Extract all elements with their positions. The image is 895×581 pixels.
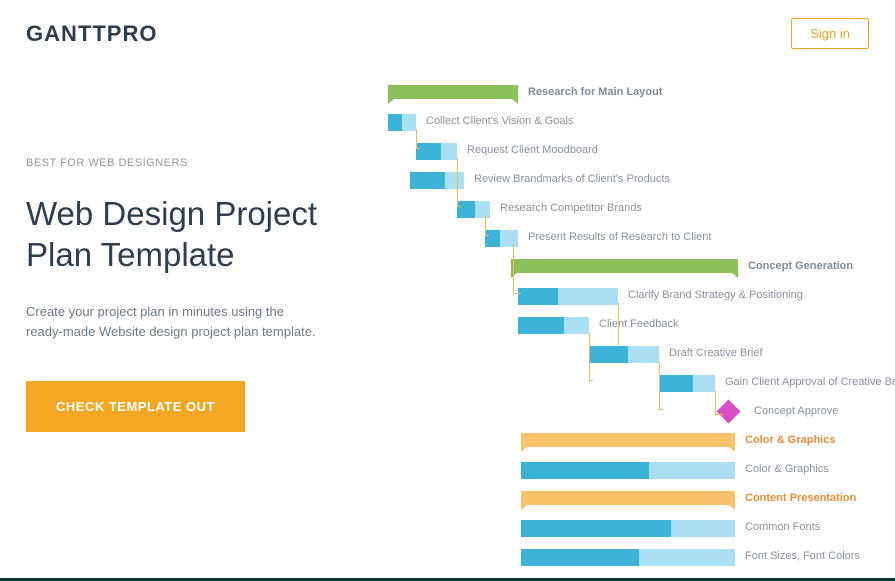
gantt-row-label: Concept Generation bbox=[748, 260, 853, 272]
gantt-progress-fill bbox=[521, 549, 639, 566]
gantt-row: Research for Main Layout bbox=[388, 80, 895, 109]
gantt-task-bar bbox=[660, 375, 715, 392]
gantt-progress-fill bbox=[388, 114, 402, 131]
gantt-connector bbox=[485, 235, 489, 236]
gantt-task-bar bbox=[521, 520, 735, 537]
gantt-task-bar bbox=[518, 317, 589, 334]
gantt-row-label: Clarify Brand Strategy & Positioning bbox=[628, 289, 803, 301]
gantt-group-bar bbox=[521, 433, 735, 447]
gantt-connector bbox=[715, 391, 716, 414]
gantt-row: Collect Client's Vision & Goals bbox=[388, 109, 895, 138]
page-description: Create your project plan in minutes usin… bbox=[26, 302, 316, 344]
check-template-button[interactable]: CHECK TEMPLATE OUT bbox=[26, 381, 245, 432]
gantt-row-label: Present Results of Research to Client bbox=[528, 231, 711, 243]
gantt-progress-fill bbox=[521, 520, 671, 537]
gantt-connector bbox=[457, 206, 461, 207]
gantt-row: Clarify Brand Strategy & Positioning bbox=[388, 283, 895, 312]
gantt-connector bbox=[618, 303, 619, 345]
gantt-connector bbox=[457, 158, 458, 206]
gantt-row: Concept Approve bbox=[388, 399, 895, 428]
gantt-progress-fill bbox=[410, 172, 445, 189]
gantt-row-label: Research for Main Layout bbox=[528, 86, 662, 98]
gantt-row: Common Fonts bbox=[388, 515, 895, 544]
gantt-task-bar bbox=[521, 549, 735, 566]
gantt-row-label: Collect Client's Vision & Goals bbox=[426, 115, 573, 127]
gantt-connector bbox=[659, 362, 660, 409]
gantt-chart: Research for Main Layout Collect Client's… bbox=[388, 80, 895, 573]
gantt-task-bar bbox=[388, 114, 416, 131]
gantt-row-label: Gain Client Approval of Creative Brief bbox=[725, 376, 895, 388]
gantt-progress-fill bbox=[485, 230, 500, 247]
gantt-connector bbox=[589, 333, 590, 380]
gantt-connector bbox=[659, 409, 663, 410]
gantt-row-label: Font Sizes, Font Colors bbox=[745, 550, 860, 562]
gantt-row-label: Content Presentation bbox=[745, 492, 856, 504]
gantt-row-label: Request Client Moodboard bbox=[467, 144, 598, 156]
gantt-row: Concept Generation bbox=[388, 254, 895, 283]
gantt-connector bbox=[715, 414, 723, 415]
gantt-task-bar bbox=[518, 288, 618, 305]
signin-button[interactable]: Sign in bbox=[791, 18, 869, 49]
gantt-group-bar bbox=[511, 259, 738, 273]
gantt-group-bar bbox=[388, 85, 518, 99]
gantt-row: Request Client Moodboard bbox=[388, 138, 895, 167]
eyebrow-text: BEST FOR WEB DESIGNERS bbox=[26, 157, 356, 169]
gantt-row: Content Presentation bbox=[388, 486, 895, 515]
gantt-progress-fill bbox=[518, 288, 558, 305]
gantt-row-label: Review Brandmarks of Client's Products bbox=[474, 173, 670, 185]
gantt-connector bbox=[513, 293, 521, 294]
gantt-row: Research Competitor Brands bbox=[388, 196, 895, 225]
gantt-progress-fill bbox=[457, 201, 475, 218]
gantt-connector bbox=[589, 380, 593, 381]
gantt-progress-fill bbox=[521, 462, 649, 479]
gantt-connector bbox=[416, 148, 420, 149]
gantt-task-bar bbox=[416, 143, 457, 160]
gantt-row-label: Client Feedback bbox=[599, 318, 679, 330]
gantt-row: Draft Creative Brief bbox=[388, 341, 895, 370]
gantt-row-label: Concept Approve bbox=[754, 405, 838, 417]
gantt-row-label: Research Competitor Brands bbox=[500, 202, 642, 214]
gantt-progress-fill bbox=[589, 346, 628, 363]
gantt-group-bar bbox=[521, 491, 735, 505]
gantt-task-bar bbox=[521, 462, 735, 479]
gantt-row: Review Brandmarks of Client's Products bbox=[388, 167, 895, 196]
gantt-row-label: Color & Graphics bbox=[745, 463, 829, 475]
page-title: Web Design Project Plan Template bbox=[26, 193, 356, 276]
gantt-row: Client Feedback bbox=[388, 312, 895, 341]
gantt-row-label: Common Fonts bbox=[745, 521, 820, 533]
logo: GANTTPRO bbox=[26, 21, 157, 47]
gantt-row: Present Results of Research to Client bbox=[388, 225, 895, 254]
gantt-connector bbox=[416, 129, 417, 148]
gantt-task-bar bbox=[410, 172, 464, 189]
milestone-diamond bbox=[716, 399, 740, 423]
gantt-connector bbox=[513, 245, 514, 293]
gantt-connector bbox=[485, 216, 486, 235]
gantt-progress-fill bbox=[660, 375, 693, 392]
gantt-row: Color & Graphics bbox=[388, 428, 895, 457]
gantt-progress-fill bbox=[518, 317, 564, 334]
gantt-row: Color & Graphics bbox=[388, 457, 895, 486]
gantt-row-label: Draft Creative Brief bbox=[669, 347, 763, 359]
gantt-task-bar bbox=[589, 346, 659, 363]
gantt-row: Gain Client Approval of Creative Brief bbox=[388, 370, 895, 399]
gantt-progress-fill bbox=[416, 143, 441, 160]
gantt-row: Font Sizes, Font Colors bbox=[388, 544, 895, 573]
gantt-row-label: Color & Graphics bbox=[745, 434, 835, 446]
